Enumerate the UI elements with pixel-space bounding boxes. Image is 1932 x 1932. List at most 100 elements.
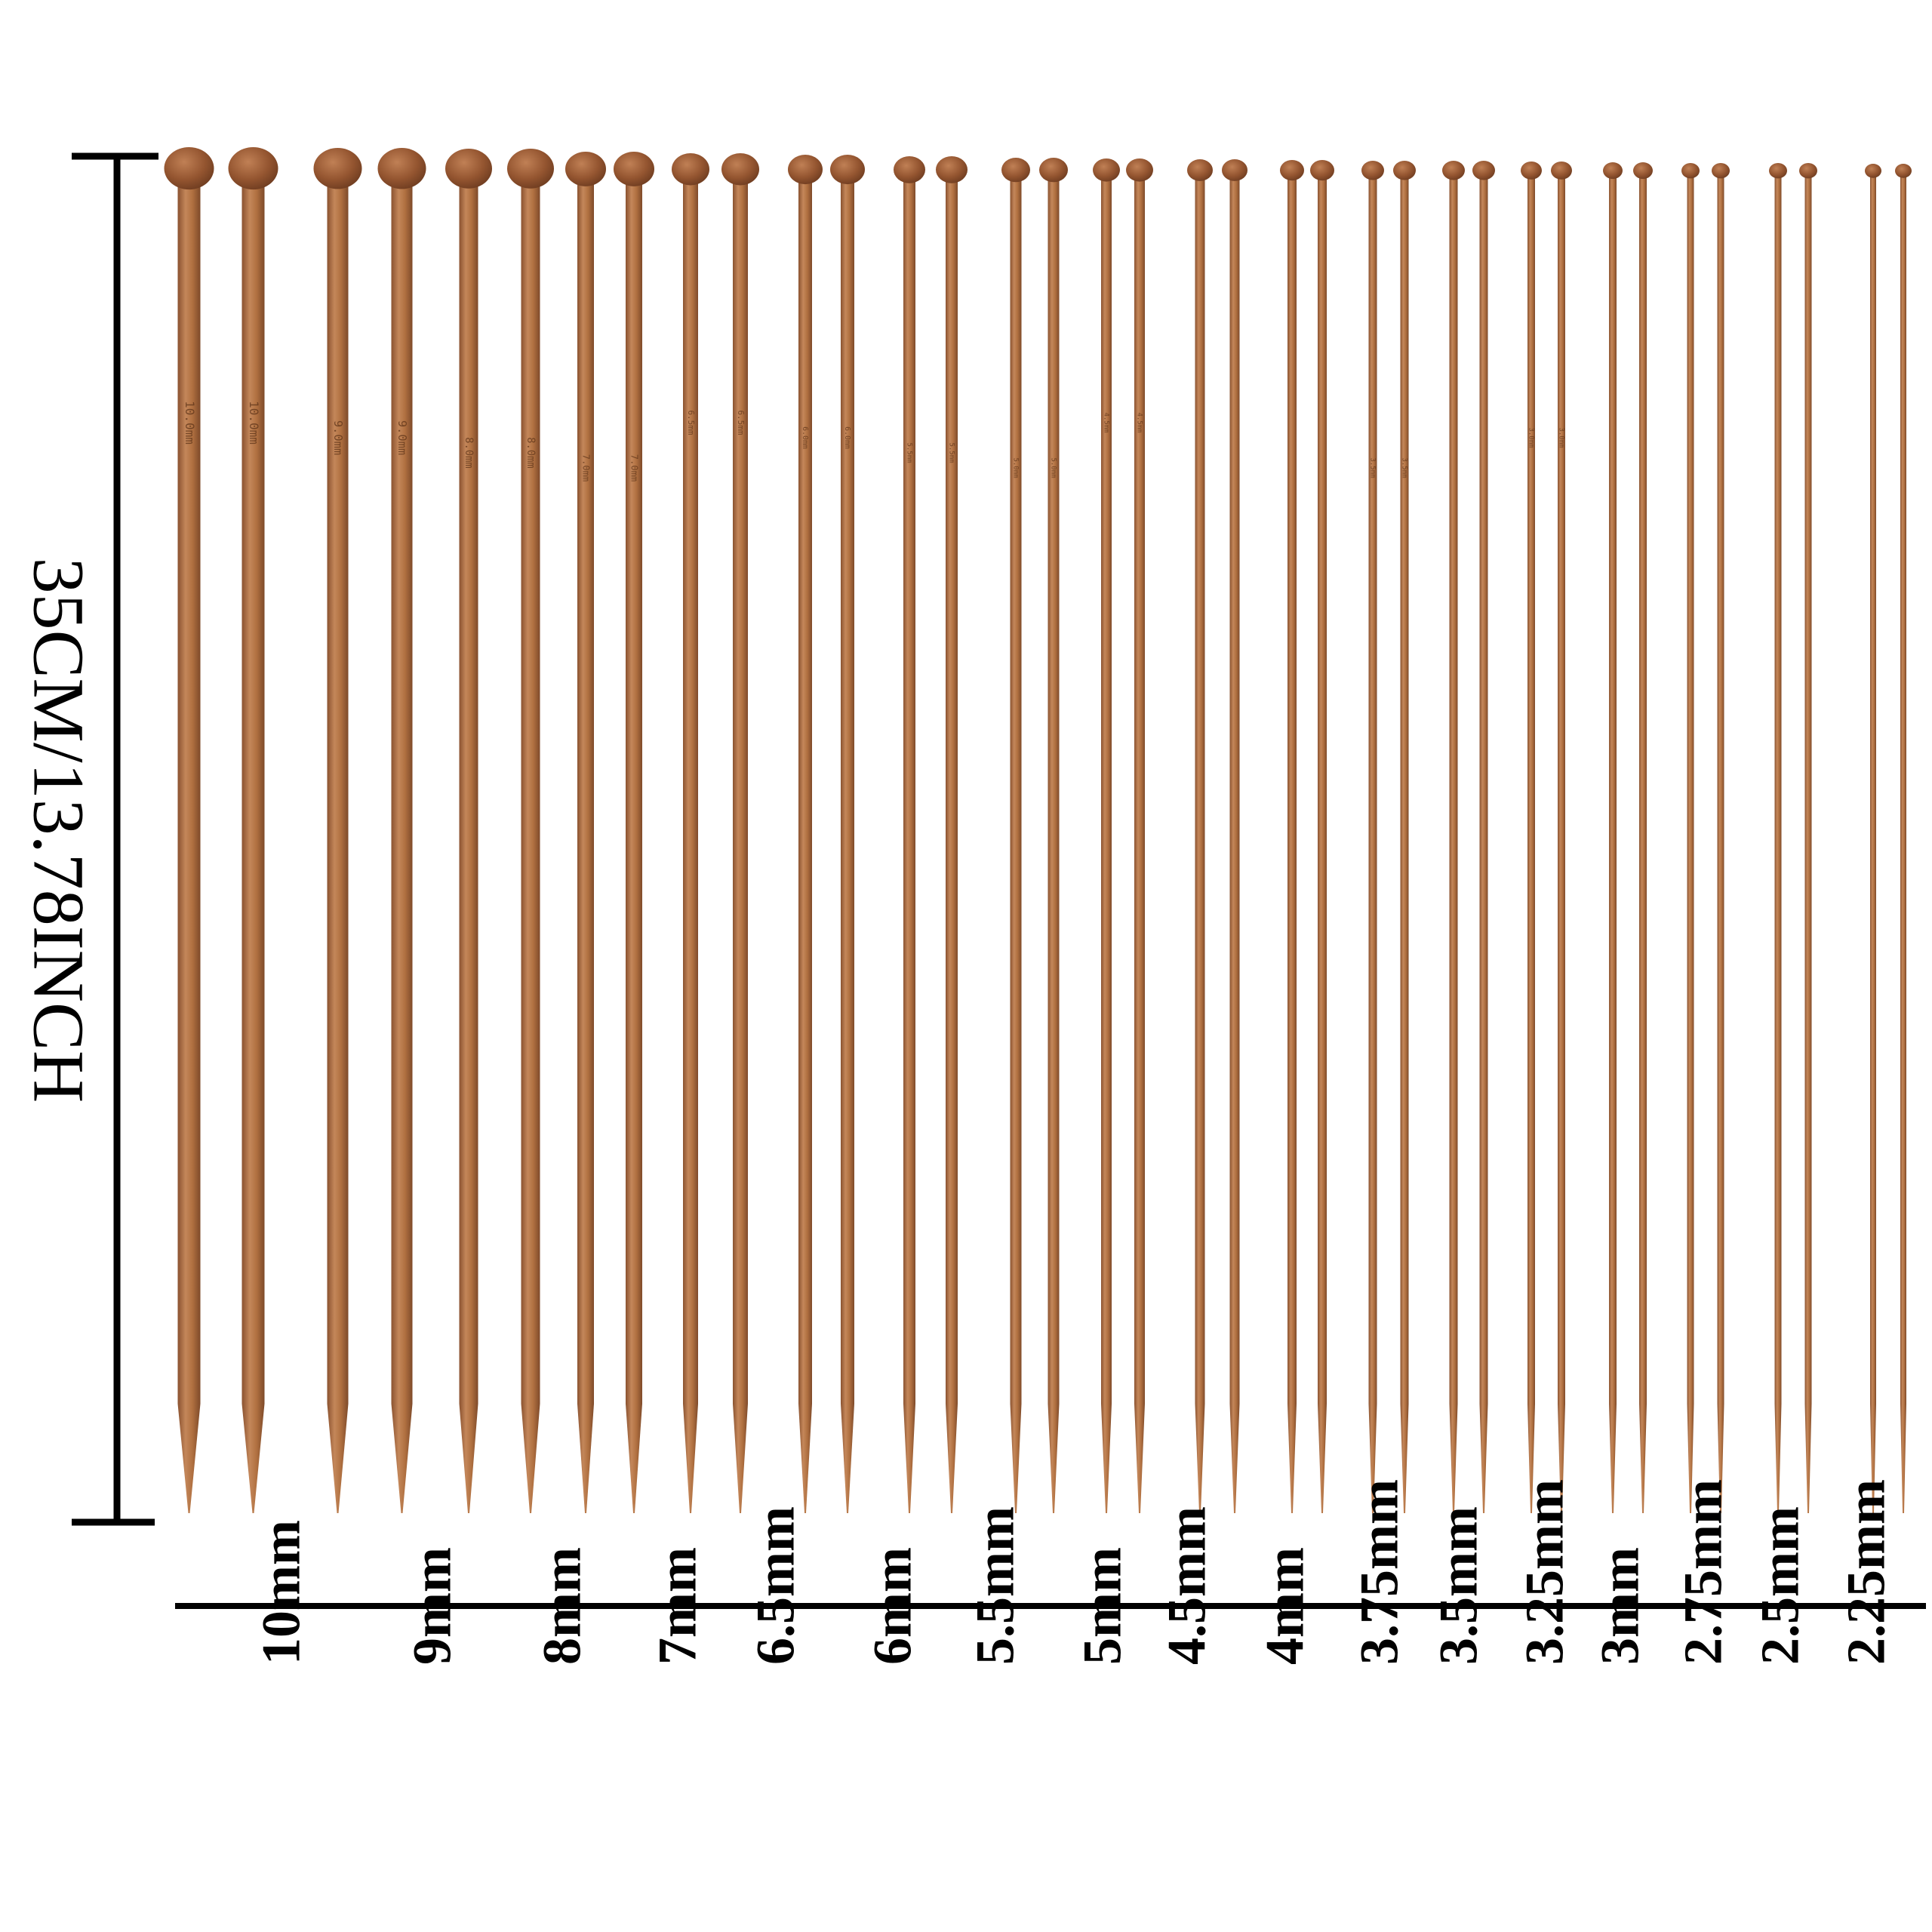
needle-knob (1310, 160, 1334, 181)
needle-knob (1093, 158, 1120, 182)
needle-shaft (683, 172, 698, 1513)
needle-size-imprint: 10.0mm (183, 401, 197, 445)
needle-shaft (1101, 172, 1112, 1513)
needle-knob (894, 156, 925, 183)
needle-shaft (1400, 172, 1409, 1513)
needle-knob (614, 152, 654, 186)
needle-shaft (1479, 172, 1488, 1513)
knitting-needle: 4.5mm (1126, 158, 1153, 1513)
needle-size-label: 2.5mm (1749, 1506, 1810, 1665)
needle-knob (313, 148, 362, 189)
needle-size-imprint: 5.0mm (1012, 457, 1020, 478)
knitting-needle: 7.0mm (614, 152, 654, 1513)
needle-shaft (1804, 172, 1812, 1513)
needle-size-label: 5.5mm (964, 1506, 1026, 1665)
knitting-needle: 3.5mm (1393, 161, 1416, 1513)
needle-knob (1895, 164, 1912, 178)
needle-shaft (798, 172, 812, 1513)
needle-size-imprint: 9.0mm (395, 420, 409, 455)
knitting-needle (1187, 159, 1213, 1513)
needle-size-label: 4.5mm (1156, 1506, 1217, 1665)
needle-size-imprint: 6.5mm (736, 410, 746, 435)
knitting-needle: 8.0mm (507, 149, 554, 1513)
needle-size-label: 3.5mm (1428, 1506, 1489, 1665)
knitting-needle: 6.0mm (788, 155, 823, 1513)
knitting-needle (1603, 162, 1623, 1513)
knitting-needle: 5.0mm (1039, 158, 1068, 1513)
needle-knob (1681, 163, 1700, 179)
needle-knob (1393, 161, 1416, 180)
needle-knob (1799, 163, 1817, 179)
needle-knob (1222, 159, 1247, 181)
needle-shaft (1134, 172, 1145, 1513)
needle-size-imprint: 3.0mm (1527, 427, 1535, 448)
needle-knob (1442, 161, 1465, 180)
needle-shaft (1287, 172, 1297, 1513)
knitting-needle (1712, 163, 1730, 1513)
knitting-needle: 6.5mm (672, 153, 709, 1513)
needle-size-imprint: 10.0mm (247, 401, 261, 445)
needle-size-imprint: 8.0mm (525, 437, 537, 468)
knitting-needle (1895, 164, 1912, 1513)
needle-knob (1551, 162, 1572, 180)
length-dimension-label: 35CM/13.78INCH (18, 557, 100, 1103)
needle-size-imprint: 6.0mm (801, 426, 809, 449)
needle-size-imprint: 5.0mm (1050, 457, 1057, 478)
knitting-needle (1442, 161, 1465, 1513)
needle-shaft (733, 172, 748, 1513)
needle-knob (721, 153, 759, 186)
needle-shaft (1609, 172, 1617, 1513)
needle-size-label: 2.75mm (1672, 1479, 1734, 1665)
needle-size-imprint: 4.5mm (1136, 412, 1143, 432)
needle-shaft (177, 172, 201, 1513)
knitting-needle: 9.0mm (377, 148, 426, 1513)
needle-size-label: 9mm (401, 1547, 463, 1665)
needle-knob (1769, 163, 1787, 179)
needle-size-imprint: 6.5mm (686, 410, 696, 435)
needle-shaft (1010, 172, 1022, 1513)
needle-knob (507, 149, 554, 189)
needle-size-imprint: 7.0mm (581, 454, 592, 481)
needle-shaft (577, 172, 594, 1513)
needle-size-label: 3.75mm (1349, 1479, 1410, 1665)
knitting-needle: 9.0mm (313, 148, 362, 1513)
needle-shaft (1527, 172, 1535, 1513)
needle-knob (445, 149, 492, 189)
needle-shaft (242, 172, 265, 1513)
knitting-needle: 5.5mm (936, 156, 968, 1513)
needle-size-imprint: 5.5mm (948, 442, 955, 463)
knitting-needle: 10.0mm (228, 147, 278, 1513)
needle-size-label: 6mm (862, 1547, 923, 1665)
needle-shaft (1687, 172, 1694, 1513)
needle-shaft (903, 172, 915, 1513)
needle-knob (1865, 164, 1881, 178)
needle-shaft (946, 172, 958, 1513)
needle-size-imprint: 9.0mm (331, 420, 345, 455)
needle-size-label: 8mm (531, 1547, 592, 1665)
needle-shaft (391, 172, 413, 1513)
needle-size-imprint: 5.5mm (906, 442, 913, 463)
needle-size-label: 3.25mm (1514, 1479, 1575, 1665)
needle-size-label: 2mm (1920, 1547, 1932, 1665)
needle-size-imprint: 7.0mm (629, 454, 640, 481)
needle-size-label: 10mm (251, 1520, 312, 1665)
needle-shaft (1048, 172, 1060, 1513)
needle-knob (565, 152, 606, 186)
needle-shaft (1229, 172, 1240, 1513)
knitting-needle (1633, 162, 1653, 1513)
knitting-needle: 6.0mm (830, 155, 865, 1513)
needle-shaft (626, 172, 642, 1513)
needle-knob (830, 155, 865, 185)
needle-knob (1126, 158, 1153, 182)
needle-knob (788, 155, 823, 185)
needle-size-label: 7mm (647, 1547, 708, 1665)
needle-size-label: 2.25mm (1835, 1479, 1897, 1665)
needle-shaft (841, 172, 854, 1513)
needle-shaft (1449, 172, 1458, 1513)
needle-knob (1001, 158, 1030, 183)
knitting-needle (1310, 160, 1334, 1513)
knitting-needle: 7.0mm (565, 152, 606, 1513)
needle-knob (1603, 162, 1623, 180)
